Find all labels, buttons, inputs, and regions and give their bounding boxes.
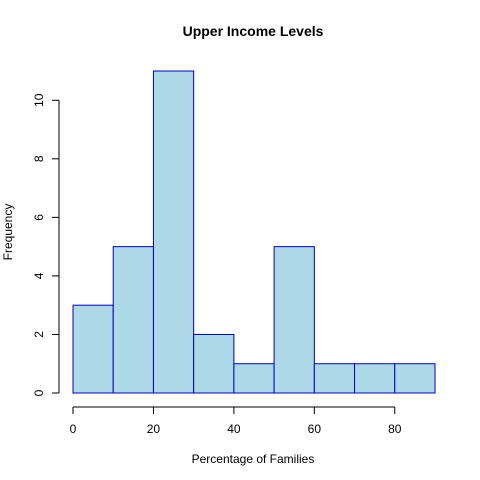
histogram-bar <box>233 363 275 394</box>
x-tick-label: 80 <box>388 422 402 436</box>
y-tick-label: 2 <box>32 331 46 338</box>
y-tick-label: 4 <box>32 272 46 279</box>
y-axis-label: Frequency <box>1 204 15 261</box>
y-axis: 0 2 4 6 8 10 <box>32 93 60 396</box>
histogram-bar <box>72 304 114 394</box>
histogram-bar <box>193 333 235 394</box>
x-tick-label: 60 <box>308 422 322 436</box>
y-tick-label: 10 <box>32 93 46 107</box>
histogram-bar <box>313 363 356 394</box>
histogram-bar <box>152 70 195 394</box>
x-tick-label: 0 <box>70 422 77 436</box>
bars-group <box>72 70 436 394</box>
y-tick-label: 6 <box>32 214 46 221</box>
chart-title: Upper Income Levels <box>183 23 324 39</box>
x-axis-label: Percentage of Families <box>192 452 315 466</box>
x-axis: 0 20 40 60 80 <box>70 406 402 436</box>
histogram-bar <box>273 246 315 394</box>
x-tick-label: 20 <box>147 422 161 436</box>
histogram-bar <box>112 246 154 394</box>
histogram-bar <box>394 363 436 394</box>
y-tick-label: 0 <box>32 389 46 396</box>
histogram-bar <box>354 363 396 394</box>
y-tick-label: 8 <box>32 155 46 162</box>
x-tick-label: 40 <box>227 422 241 436</box>
